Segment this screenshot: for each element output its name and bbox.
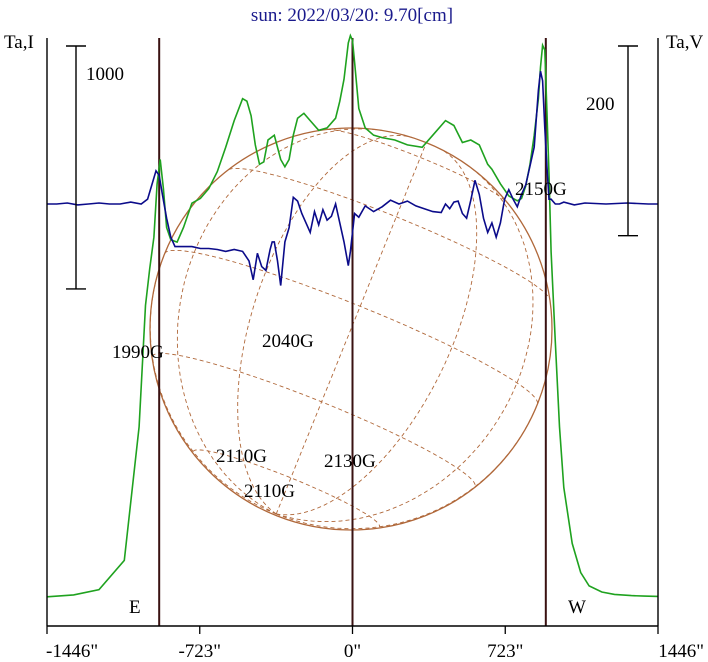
scale-bar-label-left: 1000 bbox=[86, 64, 124, 85]
scale-bar-left: 1000 bbox=[66, 45, 124, 290]
sun-parallel bbox=[192, 449, 381, 527]
x-tick-labels: -1446" -723" 0" 723" 1446" bbox=[46, 626, 704, 662]
annotation-2110g-b: 2110G bbox=[244, 481, 295, 502]
west-limb-label: W bbox=[568, 597, 586, 618]
right-axis-label: Ta,V bbox=[666, 32, 703, 53]
annotation-2110g-a: 2110G bbox=[216, 446, 267, 467]
sun-parallel bbox=[326, 129, 508, 203]
field-annotations: 1990G 2040G 2110G 2110G 2130G 2150G bbox=[112, 179, 567, 502]
sun-meridian bbox=[275, 142, 427, 515]
sun-parallel bbox=[228, 167, 551, 300]
x-tick-label: 1446" bbox=[658, 641, 704, 662]
limb-lines bbox=[158, 38, 547, 626]
sun-meridian bbox=[276, 163, 534, 523]
annotation-2040g: 2040G bbox=[262, 331, 314, 352]
annotation-1990g: 1990G bbox=[112, 342, 164, 363]
scale-bars: 1000 200 bbox=[66, 45, 638, 290]
polarization-line bbox=[47, 71, 658, 286]
x-tick-label: -723" bbox=[178, 641, 221, 662]
annotation-2130g: 2130G bbox=[324, 451, 376, 472]
east-limb-label: E bbox=[129, 597, 141, 618]
scale-bar-label-right: 200 bbox=[586, 94, 615, 115]
sun-meridian bbox=[276, 404, 538, 530]
x-tick-label: -1446" bbox=[46, 641, 98, 662]
sun-disk-outline bbox=[149, 127, 553, 531]
left-axis-label: Ta,I bbox=[4, 32, 34, 53]
intensity-line bbox=[46, 33, 659, 598]
scale-bar-right: 200 bbox=[586, 45, 638, 237]
sun-meridian bbox=[237, 134, 412, 515]
x-tick-label: 723" bbox=[487, 641, 523, 662]
chart-title: sun: 2022/03/20: 9.70[cm] bbox=[251, 5, 453, 26]
annotation-2150g: 2150G bbox=[515, 179, 567, 200]
x-tick-label: 0" bbox=[344, 641, 361, 662]
sun-parallel bbox=[164, 249, 539, 405]
sun-meridian bbox=[176, 128, 383, 515]
sun-meridian bbox=[149, 253, 277, 515]
sun-parallel bbox=[151, 352, 476, 487]
